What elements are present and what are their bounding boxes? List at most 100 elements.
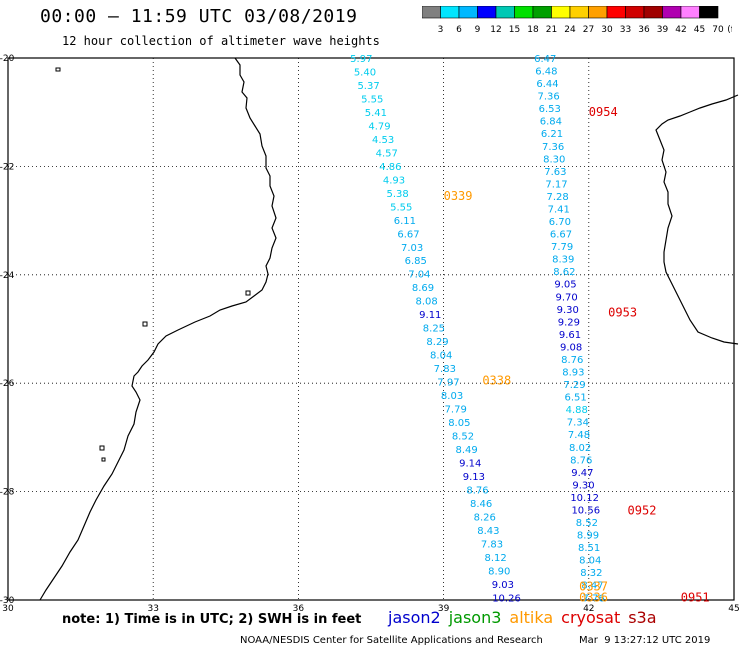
pass-time-label: 0954 [589, 105, 618, 119]
wave-height-value: 4.53 [372, 135, 394, 146]
wave-height-value: 9.05 [554, 280, 576, 291]
y-tick-label: -20 [0, 54, 15, 64]
wave-height-value: 6.21 [541, 129, 563, 140]
wave-height-value: 8.43 [477, 526, 499, 537]
plot-frame [7, 57, 735, 601]
y-tick-label: -30 [0, 596, 15, 606]
colorbar-label: 15 [509, 25, 520, 35]
wave-height-value: 7.83 [481, 539, 503, 550]
wave-height-value: 6.67 [397, 229, 419, 240]
wave-height-value: 7.29 [563, 380, 585, 391]
wave-height-value: 7.41 [548, 204, 570, 215]
y-tick-label: -24 [0, 271, 15, 281]
wave-height-value: 8.62 [553, 267, 575, 278]
colorbar-label: 33 [620, 25, 631, 35]
colorbar-label: 27 [583, 25, 594, 35]
island [142, 321, 148, 327]
colorbar-swatch [699, 6, 719, 19]
wave-height-value: 9.29 [558, 317, 580, 328]
wave-height-value: 8.47 [581, 581, 603, 592]
wave-height-value: 5.40 [354, 67, 376, 78]
colorbar-label: 21 [546, 25, 557, 35]
wave-height-value: 9.11 [419, 310, 441, 321]
pass-time-label: 0336 [579, 590, 608, 604]
generated-timestamp: Mar 9 13:27:12 UTC 2019 [579, 635, 711, 646]
page-title: 00:00 — 11:59 UTC 03/08/2019 [40, 6, 358, 27]
colorbar-label: 18 [527, 25, 539, 35]
africa-coastline [39, 57, 277, 601]
credit-line: NOAA/NESDIS Center for Satellite Applica… [240, 635, 543, 646]
wave-height-value: 4.79 [368, 121, 390, 132]
wave-height-value: 10.26 [492, 593, 521, 604]
wave-height-value: 10.12 [570, 493, 599, 504]
wave-height-value: 4.93 [383, 175, 405, 186]
wave-height-value: 8.32 [580, 568, 602, 579]
wave-height-value: 8.04 [430, 351, 452, 362]
wave-height-value: 8.29 [426, 337, 448, 348]
wave-height-value: 4.57 [376, 148, 398, 159]
pass-time-label: 0953 [608, 306, 637, 320]
colorbar-label: 36 [638, 25, 650, 35]
y-tick-label: -26 [0, 379, 15, 389]
colorbar-label: 3 [438, 25, 444, 35]
x-tick-label: 30 [2, 604, 14, 614]
x-tick-label: 33 [147, 604, 158, 614]
island [245, 290, 251, 296]
wave-height-value: 8.90 [488, 566, 510, 577]
wave-height-value: 8.03 [441, 391, 463, 402]
colorbar-label: 24 [564, 25, 576, 35]
wave-height-value: 5.55 [361, 94, 383, 105]
x-tick-label: 36 [293, 604, 305, 614]
wave-height-value: 8.04 [579, 556, 601, 567]
wave-height-value: 8.02 [569, 443, 591, 454]
wave-height-value: 6.51 [564, 393, 586, 404]
wave-height-value: 6.44 [536, 79, 558, 90]
wave-height-value: 8.05 [448, 418, 470, 429]
wave-height-value: 9.14 [459, 458, 481, 469]
wave-height-value: 8.39 [552, 255, 574, 266]
pass-time-label: 0337 [579, 579, 608, 593]
wave-height-value: 5.38 [386, 189, 408, 200]
wave-height-value: 5.55 [390, 202, 412, 213]
x-tick-label: 39 [438, 604, 450, 614]
wave-height-value: 10.56 [571, 505, 600, 516]
wave-height-value: 7.28 [546, 192, 568, 203]
pass-time-label: 0951 [681, 590, 710, 604]
wave-height-value: 6.85 [405, 256, 427, 267]
wave-height-value: 7.83 [434, 364, 456, 375]
wave-height-value: 9.08 [560, 342, 582, 353]
coastline [39, 57, 739, 601]
island [101, 457, 106, 462]
wave-height-value: 4.86 [379, 162, 401, 173]
wave-height-value: 8.12 [484, 553, 506, 564]
wave-height-value: 8.99 [577, 531, 599, 542]
wave-height-value: 7.48 [568, 430, 590, 441]
wave-height-value: 6.48 [535, 67, 557, 78]
wave-height-value: 6.84 [540, 117, 562, 128]
wave-height-value: 9.13 [463, 472, 485, 483]
wave-height-value: 8.52 [452, 432, 474, 443]
island [99, 445, 105, 451]
legend-item-jason2: jason2 [388, 608, 441, 627]
colorbar-label: 12 [490, 25, 501, 35]
wave-height-value: 8.46 [470, 499, 492, 510]
wave-height-value: 7.34 [567, 418, 589, 429]
legend-item-jason3: jason3 [448, 608, 502, 627]
wave-height-value: 5.37 [357, 81, 379, 92]
wave-height-value: 8.25 [423, 324, 445, 335]
wave-height-value: 8.93 [562, 368, 584, 379]
legend-item-altika: altika [509, 608, 554, 627]
colorbar-label: 70 [712, 25, 724, 35]
wave-height-value: 8.76 [570, 455, 592, 466]
x-tick-label: 45 [728, 604, 739, 614]
wave-height-value: 8.52 [576, 518, 598, 529]
wave-height-observations: 5.97 5.40 5.37 5.55 5.41 4.79 4.53 4.57 4.86 4.93… [350, 54, 605, 604]
wave-height-value: 8.49 [455, 445, 477, 456]
colorbar-unit: (ft) [727, 25, 732, 35]
colorbar-label: 45 [694, 25, 705, 35]
wave-height-value: 7.36 [537, 92, 559, 103]
wave-height-value: 9.30 [572, 480, 594, 491]
